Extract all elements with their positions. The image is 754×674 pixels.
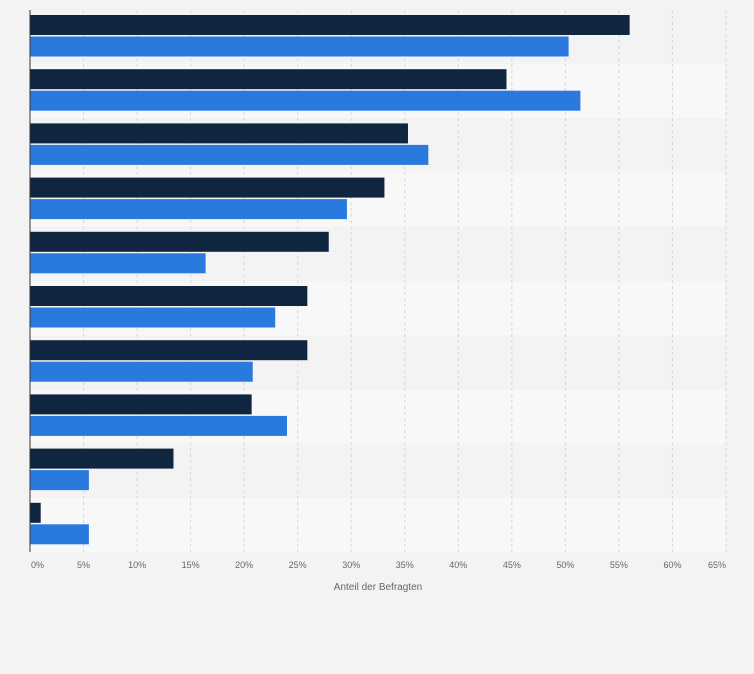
bar-series-2[interactable]	[30, 144, 429, 165]
x-tick-label: 30%	[342, 560, 360, 570]
x-tick-label: 55%	[610, 560, 628, 570]
bar-series-2[interactable]	[30, 470, 89, 491]
bar-series-1[interactable]	[30, 340, 308, 361]
bars	[30, 15, 630, 545]
bar-series-1[interactable]	[30, 15, 630, 35]
bar-series-1[interactable]	[30, 502, 41, 523]
x-tick-label: 50%	[556, 560, 574, 570]
bar-series-1[interactable]	[30, 448, 174, 469]
bar-series-2[interactable]	[30, 415, 287, 436]
x-tick-label: 0%	[31, 560, 44, 570]
x-tick-label: 25%	[289, 560, 307, 570]
bar-series-2[interactable]	[30, 253, 206, 274]
bar-series-2[interactable]	[30, 90, 581, 111]
bar-series-1[interactable]	[30, 69, 507, 90]
bar-series-2[interactable]	[30, 524, 89, 545]
x-axis-title: Anteil der Befragten	[334, 582, 422, 593]
x-tick-label: 5%	[77, 560, 90, 570]
x-tick-label: 20%	[235, 560, 253, 570]
bar-series-2[interactable]	[30, 199, 347, 220]
bar-series-2[interactable]	[30, 307, 276, 328]
x-tick-label: 60%	[663, 560, 681, 570]
x-tick-label: 40%	[449, 560, 467, 570]
bar-series-1[interactable]	[30, 231, 329, 252]
row-band	[30, 497, 726, 552]
x-tick-label: 10%	[128, 560, 146, 570]
bar-series-2[interactable]	[30, 361, 253, 382]
x-tick-label: 45%	[503, 560, 521, 570]
bar-series-1[interactable]	[30, 394, 252, 415]
bar-series-2[interactable]	[30, 36, 569, 57]
x-axis-ticks: 0% 5% 10% 15% 20% 25% 30% 35% 40% 45% 50% 55% 60% 65%	[31, 560, 726, 570]
x-tick-label: 65%	[708, 560, 726, 570]
bar-series-1[interactable]	[30, 286, 308, 306]
bar-series-1[interactable]	[30, 177, 385, 198]
x-tick-label: 35%	[396, 560, 414, 570]
bar-series-1[interactable]	[30, 123, 408, 144]
x-tick-label: 15%	[182, 560, 200, 570]
